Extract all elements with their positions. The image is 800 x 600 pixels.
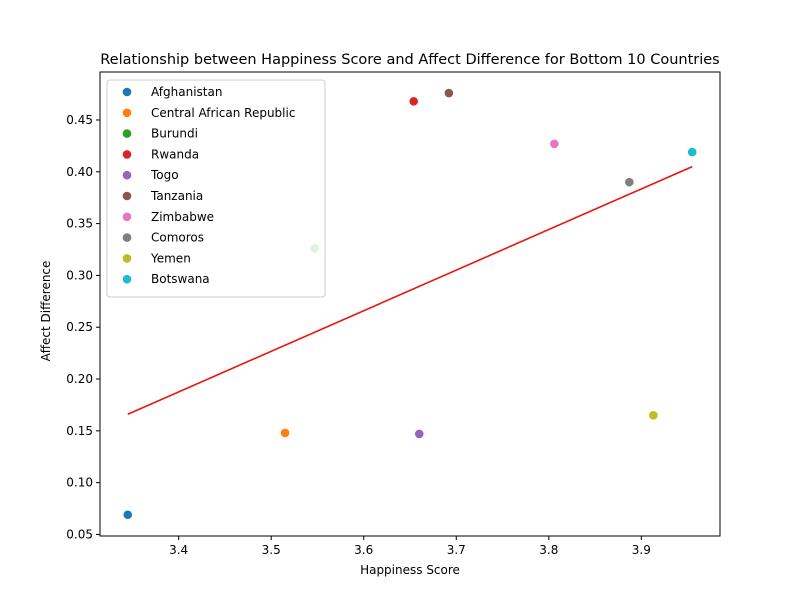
y-tick-label: 0.25 — [66, 320, 93, 334]
data-point-togo — [414, 429, 424, 439]
y-tick-label: 0.30 — [66, 268, 93, 282]
y-tick-label: 0.40 — [66, 165, 93, 179]
legend-label: Rwanda — [151, 147, 199, 161]
data-point-rwanda — [409, 97, 419, 106]
y-tick-label: 0.10 — [66, 476, 93, 490]
data-point-comoros — [625, 177, 634, 187]
legend-marker — [122, 150, 132, 159]
legend-label: Tanzania — [150, 189, 203, 203]
data-point-zimbabwe — [550, 139, 559, 149]
y-tick-label: 0.45 — [66, 113, 93, 127]
x-tick-label: 3.6 — [354, 543, 373, 557]
y-tick-label: 0.05 — [66, 527, 93, 541]
legend-marker — [122, 87, 132, 97]
x-tick-label: 3.8 — [539, 543, 558, 557]
legend-label: Togo — [150, 168, 179, 182]
legend-marker — [122, 191, 132, 201]
legend: Afghanistan Central African Republic Burun… — [106, 79, 326, 298]
legend-marker — [122, 254, 132, 263]
legend-marker — [122, 170, 132, 180]
legend-label: Central African Republic — [151, 106, 295, 120]
x-tick-label: 3.4 — [169, 543, 188, 557]
y-axis-title: Affect Difference — [39, 261, 53, 362]
legend-marker — [122, 233, 132, 242]
data-point-afghanistan — [123, 510, 133, 520]
axes: 3.4 3.5 3.6 3.7 3.8 3.9 0.05 0.10 0.15 0.20 0.25 0.… — [66, 71, 721, 557]
legend-marker — [122, 274, 132, 284]
x-tick-label: 3.9 — [632, 543, 651, 557]
legend-label: Comoros — [151, 231, 204, 245]
data-point-tanzania — [444, 88, 454, 98]
chart-title: Relationship between Happiness Score and… — [100, 52, 719, 68]
legend-label: Botswana — [151, 272, 210, 286]
data-point-botswana — [687, 147, 697, 157]
legend-label: Burundi — [151, 127, 198, 141]
x-tick-label: 3.5 — [262, 543, 281, 557]
legend-marker — [122, 108, 132, 118]
plot-area — [123, 88, 697, 520]
data-point-central-african-republic — [280, 428, 290, 438]
y-tick-label: 0.35 — [66, 217, 93, 231]
legend-marker — [122, 129, 132, 138]
plot-frame — [99, 71, 721, 537]
legend-label: Yemen — [150, 251, 191, 265]
y-tick-label: 0.20 — [66, 372, 93, 386]
legend-marker — [122, 212, 132, 222]
trend-line — [127, 165, 693, 415]
legend-label: Zimbabwe — [151, 210, 214, 224]
x-tick-label: 3.7 — [447, 543, 466, 557]
data-point-yemen — [649, 410, 658, 420]
x-axis-title: Happiness Score — [360, 563, 460, 577]
y-tick-label: 0.15 — [66, 424, 93, 438]
legend-frame — [106, 79, 326, 298]
legend-label: Afghanistan — [151, 85, 222, 99]
